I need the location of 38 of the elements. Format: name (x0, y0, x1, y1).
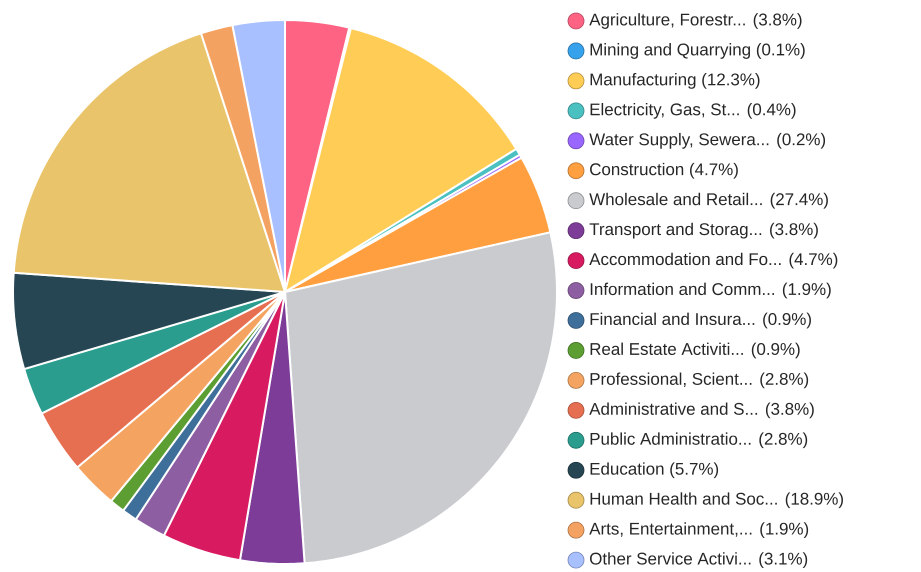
legend-label: Agriculture, Forestr... (589, 13, 745, 29)
data-label: (3.8%) (754, 13, 802, 29)
data-label: (18.9%) (786, 492, 843, 508)
data-label: (12.3%) (702, 73, 760, 89)
legend-label: Electricity, Gas, St... (590, 102, 739, 119)
data-label: (2.8%) (759, 432, 808, 448)
data-label: (3.1%) (759, 552, 808, 568)
data-label: (0.1%) (756, 43, 805, 59)
legend-label: Transport and Storag... (590, 222, 762, 239)
data-label: (3.8%) (766, 402, 814, 418)
legend-label: Professional, Scient... (590, 372, 752, 387)
data-label: (0.9%) (763, 312, 811, 328)
legend-label: Administrative and S... (589, 402, 758, 415)
data-label: (27.4%) (770, 192, 828, 209)
data-label: (4.7%) (690, 162, 738, 179)
legend-label: Education (590, 462, 664, 475)
legend-label: Water Supply, Sewera... (589, 132, 768, 149)
data-label: (1.9%) (760, 522, 808, 538)
legend-label: Arts, Entertainment,... (589, 522, 752, 537)
legend-label: Financial and Insura... (590, 312, 754, 326)
data-label: (0.9%) (752, 342, 800, 358)
legend-label: Mining and Quarrying (590, 43, 750, 59)
legend-label: Public Administratio... (590, 432, 750, 445)
legend-label: Accommodation and Fo... (589, 252, 781, 266)
legend-label: Information and Comm... (590, 282, 774, 296)
data-label: (5.7%) (670, 462, 718, 478)
legend-label: Wholesale and Retail... (589, 192, 762, 206)
data-label: (0.2%) (777, 132, 826, 149)
data-label: (0.4%) (748, 102, 796, 119)
legend-label: Construction (590, 162, 684, 176)
data-label: (3.8%) (770, 222, 818, 239)
legend-label: Other Service Activi... (590, 552, 750, 565)
data-label: (1.9%) (782, 282, 831, 298)
legend-label: Real Estate Activiti... (590, 342, 743, 355)
legend-label: Human Health and Soc... (590, 492, 777, 505)
data-label: (2.8%) (760, 372, 808, 388)
legend-label: Manufacturing (590, 73, 696, 89)
data-label: (4.7%) (790, 252, 838, 268)
